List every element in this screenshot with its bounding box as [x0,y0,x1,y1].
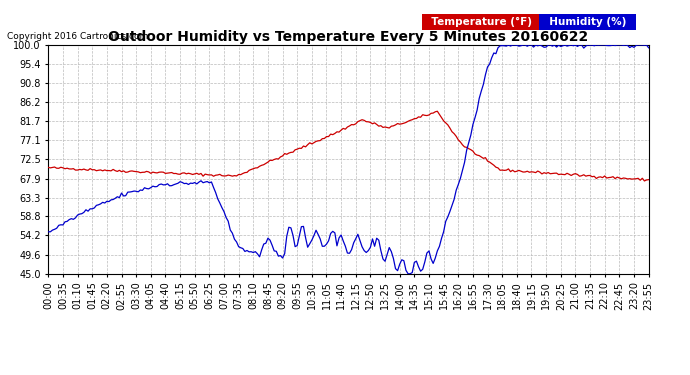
Title: Outdoor Humidity vs Temperature Every 5 Minutes 20160622: Outdoor Humidity vs Temperature Every 5 … [108,30,589,44]
Text: Humidity (%): Humidity (%) [542,17,633,27]
Text: Temperature (°F): Temperature (°F) [424,17,540,27]
Text: Copyright 2016 Cartronics.com: Copyright 2016 Cartronics.com [7,32,148,41]
